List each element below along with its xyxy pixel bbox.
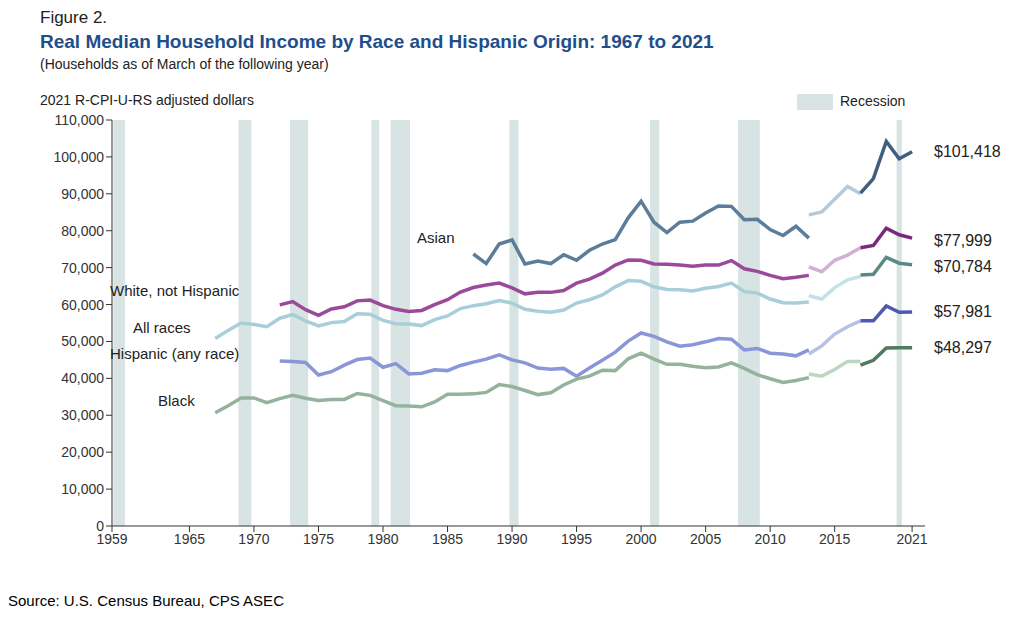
html-text:White, not Hispanic: White, not Hispanic bbox=[110, 282, 240, 299]
html-text:Source: U.S. Census Bureau, CP: Source: U.S. Census Bureau, CPS ASEC bbox=[8, 592, 284, 609]
html-text:Real Median Household Income b: Real Median Household Income by Race and… bbox=[40, 31, 714, 52]
svg-text:50,000: 50,000 bbox=[61, 333, 104, 349]
svg-text:2010: 2010 bbox=[755, 531, 786, 547]
html-text:Recession: Recession bbox=[840, 93, 906, 109]
svg-text:110,000: 110,000 bbox=[54, 112, 104, 128]
svg-text:40,000: 40,000 bbox=[61, 370, 104, 386]
html-text:2021 R-CPI-U-RS adjusted dolla: 2021 R-CPI-U-RS adjusted dollars bbox=[40, 92, 254, 108]
html-text:$77,999: $77,999 bbox=[934, 232, 992, 249]
html-text:Black: Black bbox=[158, 392, 195, 409]
html-text:Asian: Asian bbox=[417, 229, 455, 246]
svg-text:2021: 2021 bbox=[897, 531, 928, 547]
html-text:$70,784: $70,784 bbox=[934, 258, 992, 275]
html-text:$48,297: $48,297 bbox=[934, 339, 992, 356]
svg-text:100,000: 100,000 bbox=[53, 149, 104, 165]
html-text:Hispanic (any race): Hispanic (any race) bbox=[110, 345, 240, 362]
svg-text:2000: 2000 bbox=[626, 531, 657, 547]
svg-text:1965: 1965 bbox=[174, 531, 205, 547]
svg-text:1990: 1990 bbox=[496, 531, 527, 547]
svg-text:1959: 1959 bbox=[96, 530, 128, 547]
svg-text:20,000: 20,000 bbox=[61, 444, 104, 460]
svg-text:80,000: 80,000 bbox=[61, 223, 104, 239]
svg-text:70,000: 70,000 bbox=[61, 260, 104, 276]
html-text:All races: All races bbox=[133, 319, 191, 336]
html-text:Figure 2.: Figure 2. bbox=[40, 8, 108, 27]
svg-text:1980: 1980 bbox=[367, 531, 398, 547]
html-text:(Households as of March of the: (Households as of March of the following… bbox=[40, 56, 329, 72]
svg-text:1985: 1985 bbox=[432, 531, 463, 547]
html-text:$57,981: $57,981 bbox=[934, 303, 992, 320]
svg-text:0: 0 bbox=[96, 518, 104, 534]
svg-text:1970: 1970 bbox=[238, 531, 269, 547]
svg-text:90,000: 90,000 bbox=[61, 186, 104, 202]
svg-text:1995: 1995 bbox=[561, 531, 592, 547]
svg-text:60,000: 60,000 bbox=[61, 297, 104, 313]
html-text:$101,418: $101,418 bbox=[934, 143, 1001, 160]
svg-text:30,000: 30,000 bbox=[61, 407, 104, 423]
svg-text:1975: 1975 bbox=[303, 531, 334, 547]
svg-text:10,000: 10,000 bbox=[61, 481, 104, 497]
svg-text:2015: 2015 bbox=[819, 531, 850, 547]
svg-text:2005: 2005 bbox=[690, 531, 721, 547]
